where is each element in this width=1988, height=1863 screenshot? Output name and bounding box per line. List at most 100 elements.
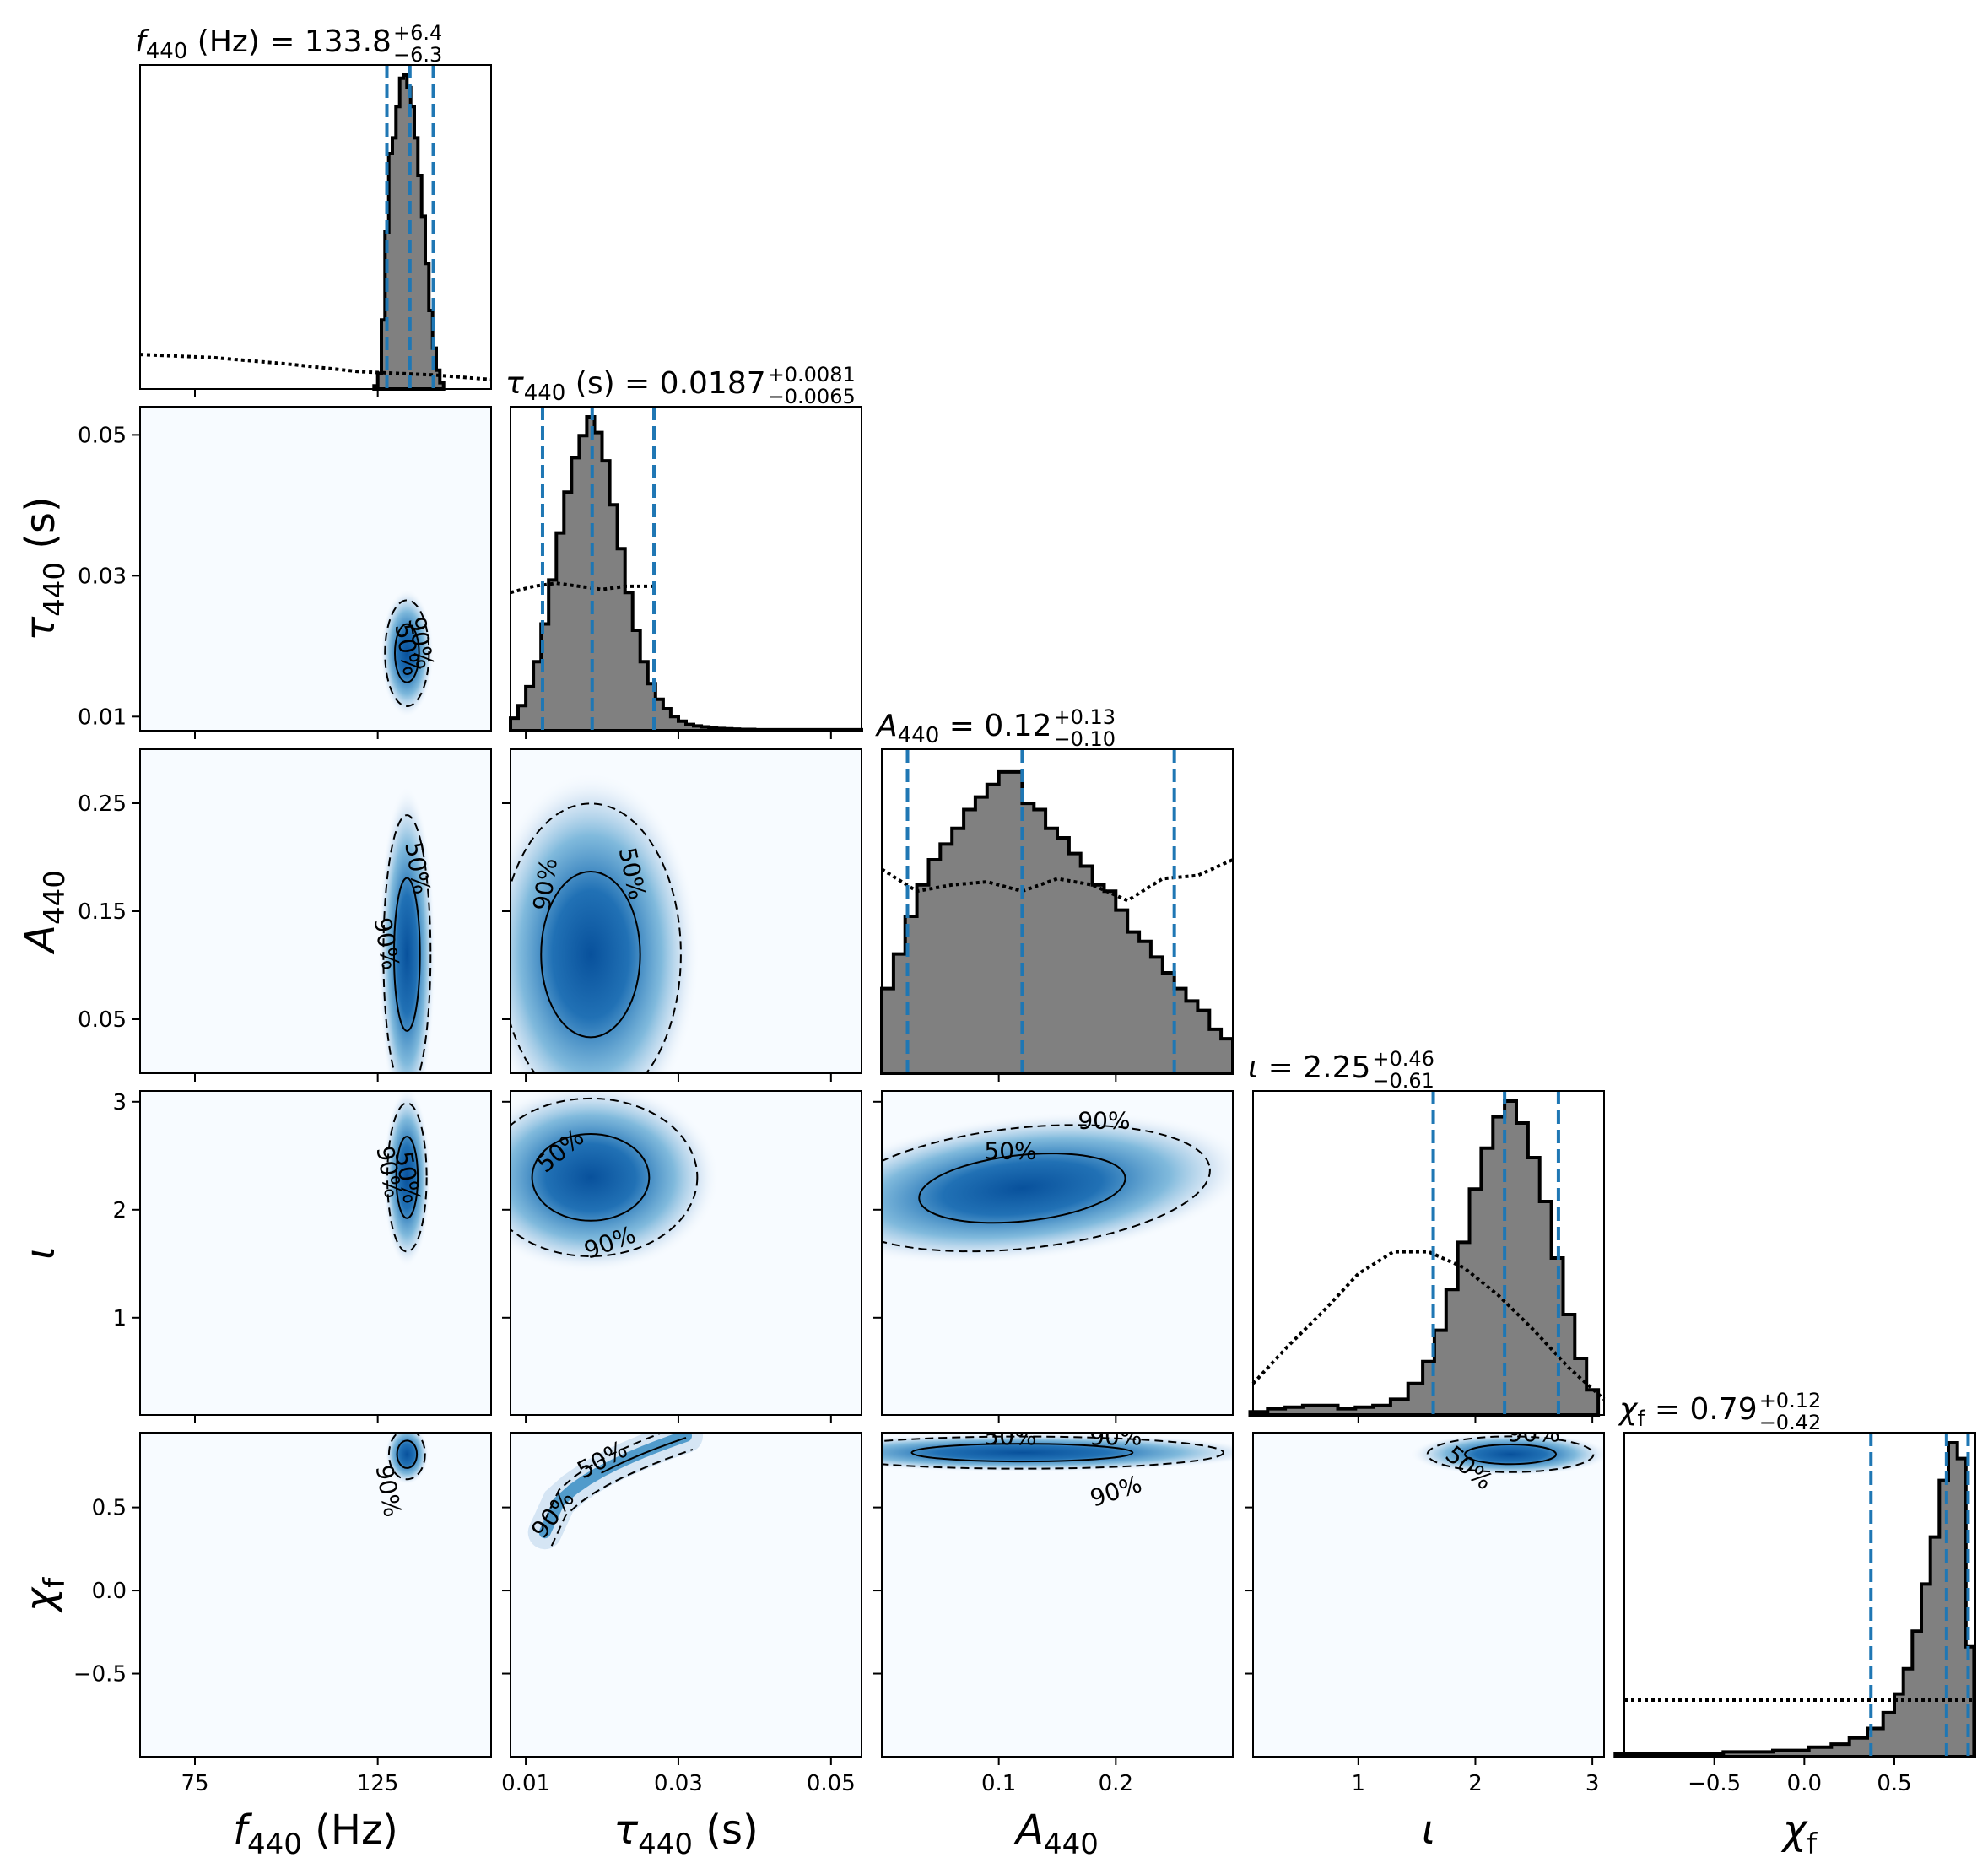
y-axis-label: τ440 (s) xyxy=(17,496,72,641)
y-tick-label: 0.15 xyxy=(78,899,127,925)
density-blob xyxy=(383,1091,431,1267)
x-tick-label: 0.1 xyxy=(981,1771,1016,1796)
contour-90 xyxy=(384,599,430,707)
panel-A440-vs-f440: 50%90% xyxy=(139,748,492,1074)
y-tick-label: 0.0 xyxy=(92,1579,127,1604)
panel-frame xyxy=(139,1432,492,1758)
x-tick-label: 125 xyxy=(357,1771,399,1796)
hist-title: τ440 (s) = 0.0187 xyxy=(505,366,766,406)
panel-iota-vs-tau440: 50%90% xyxy=(510,1090,862,1416)
hist-frame xyxy=(881,748,1234,1074)
contour-50 xyxy=(394,623,420,683)
posterior-histogram xyxy=(509,415,863,732)
hist-title: A440 = 0.12 xyxy=(875,709,1052,748)
density-background xyxy=(140,407,491,731)
hist-title: ι = 2.25 xyxy=(1248,1050,1370,1085)
contour-90 xyxy=(511,802,682,1073)
density-background xyxy=(1253,1433,1604,1757)
panel-frame xyxy=(139,406,492,732)
contour-label: 90% xyxy=(1508,1419,1560,1447)
contour-90 xyxy=(1426,1435,1595,1473)
density-background xyxy=(882,1433,1233,1757)
panel-chif-vs-tau440: 50%90% xyxy=(510,1432,862,1758)
panel-A440-vs-tau440: 50%90% xyxy=(510,748,862,1074)
y-tick-label: −0.5 xyxy=(73,1662,127,1688)
density-blob xyxy=(511,771,700,1073)
x-axis-label: τ440 (s) xyxy=(613,1806,759,1861)
y-tick-label: 0.25 xyxy=(78,791,127,817)
contour-90 xyxy=(511,1097,699,1257)
contour-50 xyxy=(531,1133,651,1222)
hist-panel-iota: ι = 2.25 +0.46−0.61 xyxy=(1248,1047,1606,1417)
contour-90 xyxy=(882,1124,1211,1253)
title-plus-error: +6.4 xyxy=(393,21,442,45)
posterior-histogram xyxy=(1613,1441,1976,1758)
contour-label: 50% xyxy=(984,1423,1036,1450)
x-tick-label: 75 xyxy=(181,1771,208,1796)
posterior-histogram xyxy=(880,770,1234,1075)
panel-frame xyxy=(139,1090,492,1416)
panel-tau440-vs-f440: 50%90% xyxy=(139,406,492,732)
hist-background xyxy=(140,65,491,389)
x-tick-label: 3 xyxy=(1586,1771,1600,1796)
x-tick-label: 0.05 xyxy=(807,1771,856,1796)
x-tick-label: 0.2 xyxy=(1099,1771,1133,1796)
hist-panel-chif: χf = 0.79 +0.12−0.42 xyxy=(1613,1389,1976,1758)
density-blob xyxy=(385,1433,429,1485)
contour-50 xyxy=(910,1443,1134,1463)
prior-histogram xyxy=(139,353,492,381)
contour-90 xyxy=(386,1102,428,1253)
y-axis-label: A440 xyxy=(17,870,72,955)
title-minus-error: −6.3 xyxy=(393,43,442,67)
panel-frame xyxy=(510,1432,862,1758)
hist-title: f440 (Hz) = 133.8 xyxy=(135,24,392,64)
hist-frame xyxy=(510,406,862,732)
x-tick-label: 0.03 xyxy=(654,1771,703,1796)
hist-frame xyxy=(1623,1432,1976,1758)
panel-frame xyxy=(881,1090,1234,1416)
contour-50 xyxy=(1464,1443,1558,1466)
hist-frame xyxy=(139,64,492,390)
panel-frame xyxy=(1252,1432,1605,1758)
contour-50 xyxy=(395,1136,419,1219)
title-plus-error: +0.0081 xyxy=(768,363,856,386)
panel-iota-vs-A440: 50% 90% xyxy=(881,1090,1234,1416)
contour-label: 90% xyxy=(1078,1107,1130,1135)
density-background xyxy=(140,749,491,1073)
contour-50 xyxy=(601,1436,687,1474)
y-tick-label: 0.03 xyxy=(78,564,127,589)
contour-label: 50% xyxy=(984,1137,1036,1164)
panel-chif-vs-A440: 50% 90%90% xyxy=(881,1423,1234,1758)
panel-frame xyxy=(881,1432,1234,1758)
hist-panel-f440: f440 (Hz) = 133.8 +6.4−6.3 xyxy=(135,21,492,391)
panel-iota-vs-f440: 50%90% xyxy=(139,1090,492,1416)
x-tick-label: 2 xyxy=(1468,1771,1483,1796)
contour-50 xyxy=(540,871,641,1039)
title-plus-error: +0.12 xyxy=(1759,1389,1822,1412)
density-blob xyxy=(378,786,436,1073)
y-tick-label: 0.05 xyxy=(78,423,127,448)
y-tick-label: 0.01 xyxy=(78,705,127,730)
hist-panel-A440: A440 = 0.12 +0.13−0.10 xyxy=(875,705,1234,1075)
panel-chif-vs-f440: 90% xyxy=(139,1432,492,1758)
y-axis-label: ι xyxy=(17,1246,64,1260)
x-tick-label: 0.0 xyxy=(1787,1771,1822,1796)
density-core xyxy=(538,1433,692,1539)
title-minus-error: −0.42 xyxy=(1759,1411,1822,1434)
title-minus-error: −0.61 xyxy=(1372,1069,1434,1093)
x-axis-label: χf xyxy=(1780,1806,1818,1861)
contour-50 xyxy=(918,1153,1126,1224)
contour-label: 90% xyxy=(1089,1423,1142,1450)
hist-frame xyxy=(1252,1090,1605,1416)
y-tick-label: 0.05 xyxy=(78,1007,127,1033)
x-axis-label: ι xyxy=(1422,1806,1435,1854)
y-tick-label: 3 xyxy=(112,1090,127,1115)
y-tick-label: 0.5 xyxy=(92,1496,127,1521)
x-tick-label: 0.5 xyxy=(1877,1771,1911,1796)
contour-50 xyxy=(396,1439,419,1469)
contour-90 xyxy=(550,1448,694,1547)
density-blob xyxy=(511,1091,720,1273)
title-minus-error: −0.10 xyxy=(1054,727,1116,751)
x-tick-label: 0.01 xyxy=(501,1771,550,1796)
